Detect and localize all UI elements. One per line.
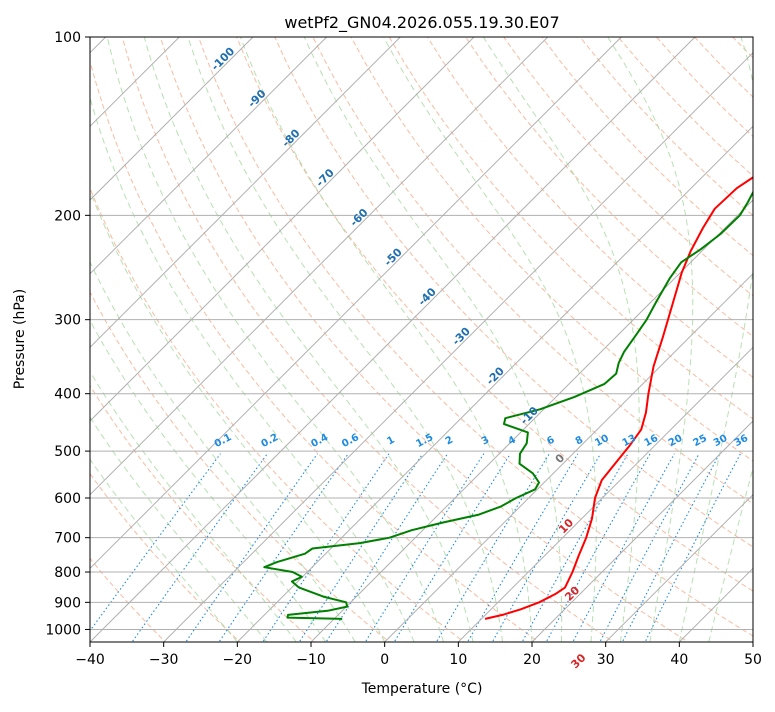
dry-adiabat-line: [46, 37, 468, 644]
dry-adiabat-label: -20: [484, 364, 507, 387]
dry-adiabat-label: -30: [450, 325, 473, 348]
mixing-ratio-line: [491, 454, 601, 645]
y-tick-label: 400: [54, 387, 81, 403]
moist-adiabat-label: 30: [568, 651, 588, 671]
x-tick-label: 10: [449, 652, 467, 668]
isotherm-line: [90, 37, 695, 642]
y-tick-label: 300: [54, 313, 81, 329]
x-tick-label: −30: [149, 652, 179, 668]
mixing-ratio-line: [545, 454, 650, 645]
moist-adiabat-line: [0, 37, 237, 642]
dry-adiabat-line: [275, 37, 775, 644]
dry-adiabat-label: -40: [416, 285, 439, 308]
dry-adiabat-label: -70: [314, 166, 337, 189]
x-tick-label: −20: [223, 652, 253, 668]
x-tick-label: 20: [523, 652, 541, 668]
mixing-ratio-label: 20: [667, 433, 684, 449]
dry-adiabat-label: -80: [279, 126, 302, 149]
x-tick-label: 50: [744, 652, 762, 668]
isotherm-line: [0, 37, 400, 642]
mixing-ratio-label: 0.2: [259, 432, 280, 450]
isotherm-line: [753, 37, 775, 642]
moist-adiabat-line: [304, 37, 561, 642]
dry-adiabat-label: -10: [518, 404, 541, 427]
grid-lines: [90, 37, 753, 629]
dry-adiabat-label: -60: [347, 206, 370, 229]
moist-adiabat-line: [240, 37, 532, 642]
isotherm-line: [237, 37, 775, 642]
x-axis-label: Temperature (°C): [361, 681, 483, 697]
mixing-ratio-label: 6: [545, 435, 556, 448]
dry-adiabat-line: [0, 37, 243, 644]
dry-adiabat-line: [351, 37, 775, 644]
moist-adiabat-line: [709, 37, 775, 642]
y-axis: 100 200 300 400 500 600 700 800 900 1000: [45, 30, 90, 638]
mixing-ratio-line: [572, 454, 675, 645]
x-tick-label: −40: [75, 652, 105, 668]
mixing-ratio-label: 0.4: [309, 432, 330, 450]
dry-adiabat-label: -50: [382, 245, 405, 268]
mixing-ratio-line: [261, 454, 389, 645]
dry-adiabat-line: [695, 37, 775, 644]
y-tick-label: 100: [54, 30, 81, 46]
mixing-ratio-label: 25: [691, 433, 708, 449]
moist-adiabat-line: [0, 37, 296, 642]
mixing-ratio-label: 2: [444, 435, 455, 448]
dry-adiabat-line: [389, 37, 775, 644]
y-tick-label: 500: [54, 444, 81, 460]
mixing-ratio-line: [325, 454, 448, 645]
isotherm-line: [311, 37, 775, 642]
mixing-ratio-label: 13: [621, 433, 638, 449]
x-tick-label: 30: [597, 652, 615, 668]
y-tick-label: 700: [54, 531, 81, 547]
dry-adiabat-line: [656, 37, 775, 644]
mixing-ratio-line: [435, 454, 549, 645]
isotherm-line: [679, 37, 775, 642]
mixing-ratio-label: 0.1: [213, 432, 234, 450]
temperature-profile-line: [485, 37, 775, 619]
dry-adiabat-line: [771, 37, 775, 644]
isotherm-line: [0, 37, 253, 642]
x-axis: −40 −30 −20 −10 0 10 20 30 40 50: [75, 642, 762, 668]
y-tick-label: 1000: [45, 622, 81, 638]
y-tick-label: 200: [54, 208, 81, 224]
mixing-ratio-label: 1: [385, 435, 396, 448]
mixing-ratio-line: [521, 454, 628, 645]
y-axis-label: Pressure (hPa): [12, 289, 28, 389]
dry-adiabat-line: [427, 37, 775, 644]
x-tick-label: 40: [670, 652, 688, 668]
dry-adiabat-line: [0, 37, 318, 644]
dry-adiabat-line: [733, 37, 775, 644]
x-tick-label: 0: [380, 652, 389, 668]
dry-adiabat-line: [199, 37, 767, 644]
moist-adiabat-line: [0, 37, 267, 642]
y-tick-label: 900: [54, 595, 81, 611]
chart-title: wetPf2_GN04.2026.055.19.30.E07: [284, 13, 559, 33]
mixing-ratio-line: [217, 454, 348, 645]
y-tick-label: 600: [54, 491, 81, 507]
mixing-ratio-label: 8: [574, 435, 585, 448]
dry-adiabat-line: [8, 37, 393, 644]
mixing-ratio-line: [364, 454, 484, 645]
mixing-ratio-label: 10: [593, 433, 610, 449]
dry-adiabat-label: -100: [209, 44, 238, 73]
mixing-ratio-line: [184, 454, 317, 645]
x-tick-label: −10: [296, 652, 326, 668]
moist-adiabat-label: 10: [556, 516, 576, 536]
isotherm-line: [16, 37, 621, 642]
y-tick-label: 800: [54, 565, 81, 581]
mixing-ratio-label: 36: [733, 433, 750, 449]
isotherm-line: [0, 37, 327, 642]
moist-adiabat-line: [483, 37, 639, 642]
isotherm-line: [0, 37, 474, 642]
dry-adiabat-label: -90: [245, 87, 268, 110]
background-lines: [0, 37, 775, 644]
moist-adiabat-line: [23, 37, 356, 642]
